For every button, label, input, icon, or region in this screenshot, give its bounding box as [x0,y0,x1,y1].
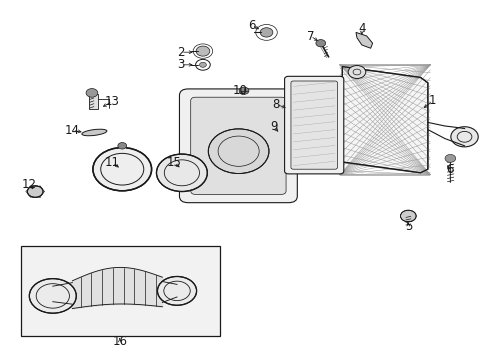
Circle shape [450,127,477,147]
Text: 4: 4 [357,22,365,35]
Text: 8: 8 [272,98,280,111]
Text: 12: 12 [22,178,37,191]
Text: 16: 16 [112,335,127,348]
Bar [20,246,220,336]
Circle shape [86,89,98,97]
Circle shape [93,148,151,191]
Circle shape [156,154,207,192]
Text: 3: 3 [177,58,184,71]
FancyBboxPatch shape [179,89,297,203]
Polygon shape [342,67,427,173]
Text: 13: 13 [105,95,120,108]
Text: 6: 6 [247,19,255,32]
Circle shape [315,40,325,47]
FancyBboxPatch shape [290,81,337,169]
Text: 2: 2 [177,46,184,59]
Circle shape [444,154,455,162]
Text: 14: 14 [65,124,80,137]
Circle shape [260,28,272,37]
Polygon shape [355,32,372,48]
Text: 1: 1 [428,94,436,107]
Text: 7: 7 [306,30,314,42]
Text: 5: 5 [404,220,411,233]
FancyBboxPatch shape [284,76,343,174]
Polygon shape [342,67,427,173]
Circle shape [196,46,209,56]
Bar [89,94,98,109]
Circle shape [239,87,248,94]
Circle shape [29,279,76,313]
Text: 10: 10 [232,84,246,97]
Circle shape [157,276,196,305]
Circle shape [199,62,206,67]
Text: 6: 6 [445,163,453,176]
FancyBboxPatch shape [190,97,285,194]
Circle shape [27,186,43,197]
Text: 11: 11 [105,156,120,169]
Text: 15: 15 [166,156,181,169]
Circle shape [208,129,268,174]
Text: 9: 9 [269,120,277,133]
Circle shape [347,66,365,78]
Circle shape [400,210,415,222]
Ellipse shape [81,129,107,136]
Circle shape [118,143,126,149]
